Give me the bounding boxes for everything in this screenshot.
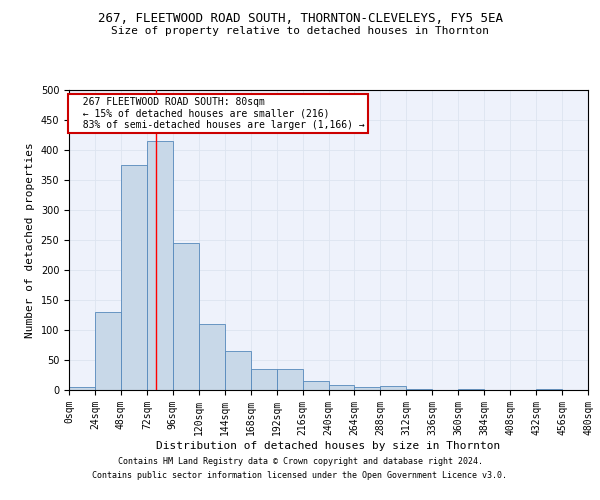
Bar <box>225 351 251 390</box>
X-axis label: Distribution of detached houses by size in Thornton: Distribution of detached houses by size … <box>157 440 500 450</box>
Bar <box>121 165 147 390</box>
Bar <box>380 386 406 390</box>
Bar <box>95 312 121 390</box>
Y-axis label: Number of detached properties: Number of detached properties <box>25 142 35 338</box>
Text: Contains public sector information licensed under the Open Government Licence v3: Contains public sector information licen… <box>92 471 508 480</box>
Text: Size of property relative to detached houses in Thornton: Size of property relative to detached ho… <box>111 26 489 36</box>
Bar <box>329 385 355 390</box>
Bar <box>536 389 562 390</box>
Bar <box>277 369 302 390</box>
Text: 267 FLEETWOOD ROAD SOUTH: 80sqm
  ← 15% of detached houses are smaller (216)
  8: 267 FLEETWOOD ROAD SOUTH: 80sqm ← 15% of… <box>71 97 365 130</box>
Bar <box>355 387 380 390</box>
Bar <box>302 381 329 390</box>
Bar <box>69 387 95 390</box>
Bar <box>147 141 173 390</box>
Text: Contains HM Land Registry data © Crown copyright and database right 2024.: Contains HM Land Registry data © Crown c… <box>118 458 482 466</box>
Bar <box>251 369 277 390</box>
Bar <box>173 243 199 390</box>
Bar <box>199 324 224 390</box>
Text: 267, FLEETWOOD ROAD SOUTH, THORNTON-CLEVELEYS, FY5 5EA: 267, FLEETWOOD ROAD SOUTH, THORNTON-CLEV… <box>97 12 503 26</box>
